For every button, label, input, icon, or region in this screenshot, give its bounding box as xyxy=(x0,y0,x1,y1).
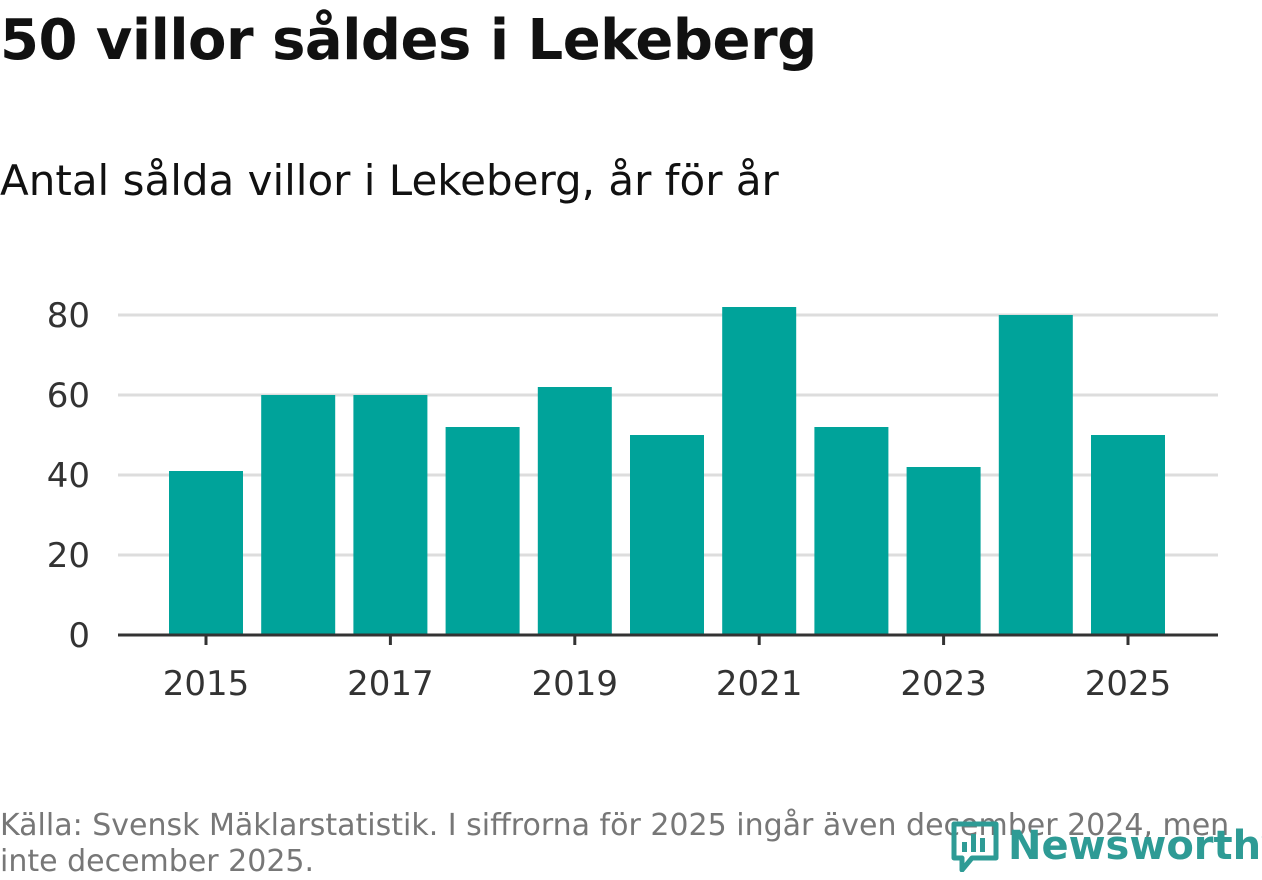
x-tick-label: 2021 xyxy=(716,664,803,704)
brand-name: Newsworthy xyxy=(1008,823,1262,869)
chart-title: 50 villor såldes i Lekeberg xyxy=(0,8,817,73)
y-tick-label: 60 xyxy=(47,376,90,416)
bar-2021 xyxy=(722,307,797,635)
brand-logo: Newsworthy xyxy=(950,820,1262,872)
bar-2025 xyxy=(1091,435,1165,635)
bar-2020 xyxy=(630,435,704,635)
x-tick-label: 2015 xyxy=(163,664,250,704)
bar-2022 xyxy=(814,427,889,635)
bar-2019 xyxy=(537,387,612,635)
bar-2023 xyxy=(906,467,981,635)
bar-2016 xyxy=(261,395,336,635)
chart-subtitle: Antal sålda villor i Lekeberg, år för år xyxy=(0,156,779,205)
bars xyxy=(169,307,1165,635)
bar-chart-speech-bubble-icon xyxy=(951,821,999,872)
y-tick-label: 0 xyxy=(68,616,90,656)
x-tick-label: 2019 xyxy=(532,664,619,704)
bar-2024 xyxy=(998,315,1073,635)
y-tick-label: 20 xyxy=(47,536,90,576)
x-tick-label: 2017 xyxy=(347,664,434,704)
x-tick-label: 2025 xyxy=(1085,664,1172,704)
y-tick-label: 40 xyxy=(47,456,90,496)
bar-2018 xyxy=(445,427,520,635)
bar-2017 xyxy=(353,395,428,635)
source-note: Källa: Svensk Mäklarstatistik. I siffror… xyxy=(0,808,1230,879)
axes: 0 20 40 60 80 2015 2017 2019 2021 2023 2025 xyxy=(47,296,1218,704)
x-tick-label: 2023 xyxy=(900,664,987,704)
y-tick-label: 80 xyxy=(47,296,90,336)
bar-2015 xyxy=(169,471,243,635)
